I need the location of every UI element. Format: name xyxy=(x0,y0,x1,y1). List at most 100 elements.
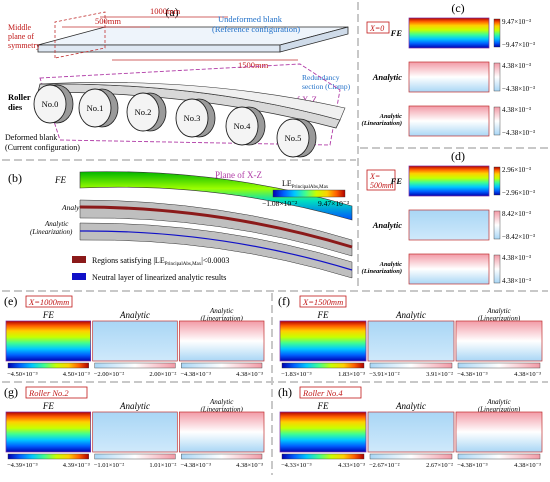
panel_e-colorbar-0 xyxy=(7,362,89,369)
panel-b: (b) FE Plane of X-Z LEPrincipalAbs,Max −… xyxy=(8,170,353,282)
panel_f-map-group-1: Analytic −3.91×10⁻² 3.91×10⁻² xyxy=(367,310,455,378)
panel_c-max-2: 4.38×10⁻³ xyxy=(502,106,531,114)
panel_d-section-tag: X= 500mm xyxy=(366,169,396,191)
panel_d-label: (d) xyxy=(451,149,465,163)
panel_e-map-group-0: FE −4.50×10⁻³ 4.50×10⁻³ xyxy=(5,310,92,378)
panel_d-row-1: 8.42×10⁻³ −8.42×10⁻³ Analytic xyxy=(372,209,535,241)
panel_c-colorbar-0 xyxy=(493,18,501,48)
panel_e-map-group-1: Analytic −2.00×10⁻² 2.00×10⁻² xyxy=(92,310,178,378)
deformed-label: Deformed blank (Current configuration) xyxy=(5,133,80,152)
panel_d-map-0 xyxy=(408,165,490,197)
panel_h-colorbar-1 xyxy=(369,453,453,460)
neutral-layer-line xyxy=(79,230,353,271)
panel_g-map-2 xyxy=(178,411,265,453)
panel_d-colorbar-0 xyxy=(493,166,501,196)
roller-dies: No.0 No.1 No.2 No.3 No.4 No.5 xyxy=(33,84,317,158)
panel_g-map-group-0: FE −4.39×10⁻³ 4.39×10⁻³ xyxy=(5,401,92,469)
panel_c-max-1: 4.38×10⁻³ xyxy=(502,62,531,70)
roller-2: No.2 xyxy=(126,92,167,132)
panel-b-analytic-lin: Analytic (Linearization) xyxy=(30,220,73,236)
panel_f-map-group-2: Analytic (Linearization) −4.38×10⁻³ 4.38×10… xyxy=(455,307,543,378)
panel_h-title-2: Analytic (Linearization) xyxy=(478,398,521,414)
roller-4: No.4 xyxy=(225,106,266,146)
svg-text:X=0: X=0 xyxy=(369,24,384,33)
panel_c-row-2: 4.38×10⁻³ −4.38×10⁻³ Analytic (Linearizatio… xyxy=(362,105,535,137)
panel_d-row-2: 4.38×10⁻³ 4.38×10⁻³ Analytic (Linearization… xyxy=(362,253,531,285)
legend-region-text: Regions satisfying |LEPrincipalAbs,Max|<… xyxy=(92,256,229,267)
panel_d-min-2: 4.38×10⁻³ xyxy=(502,277,531,285)
panel_f-title-1: Analytic xyxy=(395,310,426,320)
panel_f-colorbar-1 xyxy=(369,362,453,369)
panel_h-title-0: FE xyxy=(317,401,329,411)
panel_f-tick-max-1: 3.91×10⁻² xyxy=(426,371,453,378)
panel_c-min-0: −9.47×10⁻³ xyxy=(502,41,535,49)
fe-beam xyxy=(79,171,353,221)
panel_h-tick-max-1: 2.67×10⁻² xyxy=(426,462,453,469)
panel_h-map-group-1: Analytic −2.67×10⁻² 2.67×10⁻² xyxy=(367,401,455,469)
panel_h-tick-min-2: −4.38×10⁻³ xyxy=(457,462,488,469)
roller-label-3: No.3 xyxy=(184,113,201,123)
panel_c-map-0 xyxy=(408,17,490,49)
panel_c-name-1: Analytic xyxy=(372,72,403,82)
panel_f-tick-max-0: 1.83×10⁻³ xyxy=(338,371,365,378)
panel_d-max-2: 4.38×10⁻³ xyxy=(502,254,531,262)
panel_g-map-1 xyxy=(92,411,178,453)
analytic-beam xyxy=(79,199,353,257)
panel_g-map-group-2: Analytic (Linearization) −4.38×10⁻³ 4.38×10… xyxy=(178,398,265,469)
panel_f-label: (f) xyxy=(278,294,290,308)
panel_c-row-0: 9.47×10⁻³ −9.47×10⁻³ FE xyxy=(390,17,535,49)
panel_h-tick-min-0: −4.33×10⁻³ xyxy=(281,462,312,469)
panel_h-map-2 xyxy=(455,411,543,453)
panel-b-label: (b) xyxy=(8,171,22,185)
panel_d-colorbar-1 xyxy=(493,210,501,240)
linearized-beam xyxy=(79,222,353,279)
panel_d-map-2 xyxy=(408,253,490,285)
panel_f-tick-min-0: −1.83×10⁻³ xyxy=(281,371,312,378)
panel_d-name-0: FE xyxy=(390,176,403,186)
panel_e-tick-min-2: −4.38×10⁻³ xyxy=(180,371,211,378)
panel_e-title-1: Analytic xyxy=(119,310,150,320)
panel_c-name-2: Analytic (Linearization) xyxy=(362,113,403,127)
panel_e-title-2: Analytic (Linearization) xyxy=(200,307,243,323)
panel_d-name-2: Analytic (Linearization) xyxy=(362,261,403,275)
panel_e-tick-min-1: −2.00×10⁻² xyxy=(94,371,125,378)
panel_e-title-0: FE xyxy=(42,310,54,320)
panel-g: (g) Roller No.2FE−4.39×10⁻³ 4.39×10⁻³Analy… xyxy=(4,385,265,469)
panel_g-map-0 xyxy=(5,411,92,453)
panel_h-title-1: Analytic xyxy=(395,401,426,411)
panel_h-colorbar-0 xyxy=(281,453,365,460)
panel_g-colorbar-2 xyxy=(181,453,263,460)
dim-500: 500mm xyxy=(95,16,121,26)
panel_f-map-1 xyxy=(367,320,455,362)
panel_h-label: (h) xyxy=(278,385,292,399)
roller-label-0: No.0 xyxy=(42,99,59,109)
panel_e-label: (e) xyxy=(4,294,17,308)
panel_h-map-group-2: Analytic (Linearization) −4.38×10⁻³ 4.38×10… xyxy=(455,398,543,469)
panel_c-name-0: FE xyxy=(390,28,403,38)
panel-b-colorbar xyxy=(272,189,346,198)
panel_f-map-group-0: FE −1.83×10⁻³ 1.83×10⁻³ xyxy=(279,310,367,378)
panel_e-colorbar-2 xyxy=(181,362,263,369)
roller-0: No.0 xyxy=(33,84,74,124)
legend-neutral-text: Neutral layer of linearized analytic res… xyxy=(92,273,226,282)
panel_d-min-0: −2.96×10⁻³ xyxy=(502,189,535,197)
dim-1500: 1500mm xyxy=(238,60,269,70)
panel-d: (d) X= 500mm 2.96×10⁻³ −2.96×10⁻³ FE 8.42×10⁻³… xyxy=(362,149,535,285)
panel_c-colorbar-1 xyxy=(493,62,501,92)
panel_e-tick-max-2: 4.38×10⁻³ xyxy=(236,371,263,378)
panel_g-tick-min-1: −1.01×10⁻² xyxy=(94,462,125,469)
undeformed-label: Undeformed blank (Reference configuration… xyxy=(212,14,300,34)
panel_d-max-1: 8.42×10⁻³ xyxy=(502,210,531,218)
panel_g-title-2: Analytic (Linearization) xyxy=(200,398,243,414)
legend-region-swatch xyxy=(72,256,86,263)
roller-label-1: No.1 xyxy=(87,103,104,113)
panel_e-map-1 xyxy=(92,320,178,362)
panel-a-label: (a) xyxy=(165,5,178,19)
svg-text:Roller No.4: Roller No.4 xyxy=(302,388,343,398)
panel_e-tick-max-1: 2.00×10⁻² xyxy=(149,371,176,378)
roller-1: No.1 xyxy=(78,88,119,128)
roller-3: No.3 xyxy=(175,98,216,138)
